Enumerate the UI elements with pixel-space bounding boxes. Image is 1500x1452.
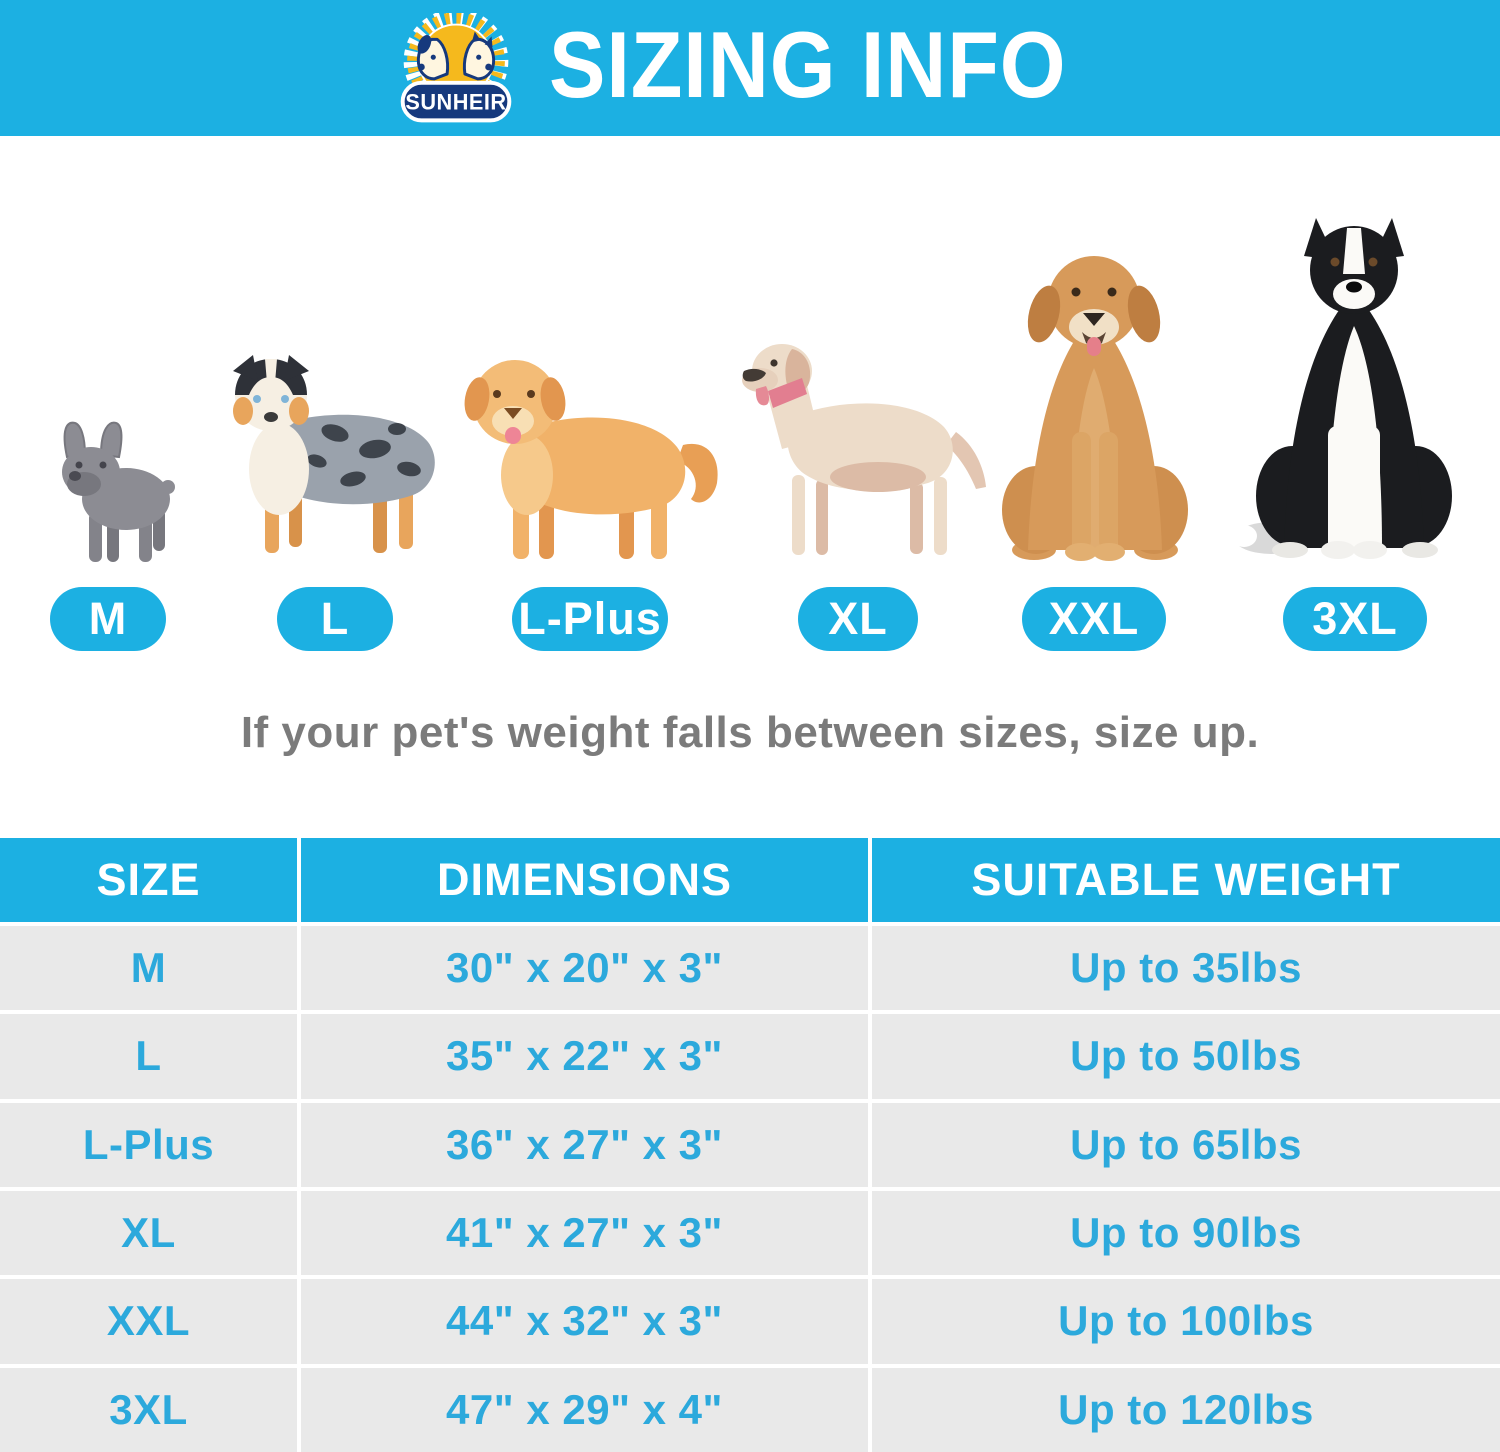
table-cell-dimensions: 36" x 27" x 3" [301, 1102, 868, 1187]
size-pill-m: M [50, 587, 166, 651]
size-pill-xxl: XXL [1022, 587, 1166, 651]
dog-illustration-french-bulldog [62, 421, 175, 562]
table-cell-dimensions: 41" x 27" x 3" [301, 1191, 868, 1276]
dog-illustration-labrador [742, 344, 986, 555]
table-cell-size: XL [0, 1191, 297, 1276]
table-cell-dimensions: 35" x 22" x 3" [301, 1014, 868, 1099]
brand-pill [400, 80, 511, 123]
table-cell-weight: Up to 90lbs [872, 1191, 1500, 1276]
table-cell-weight: Up to 100lbs [872, 1279, 1500, 1364]
table-cell-dimensions: 47" x 29" x 4" [301, 1367, 868, 1452]
brand-logo: SUNHEIR [400, 13, 511, 123]
table-cell-weight: Up to 35lbs [872, 926, 1500, 1011]
table-header-dimensions: DIMENSIONS [301, 838, 868, 922]
size-pill-3xl: 3XL [1283, 587, 1427, 651]
table-cell-dimensions: 44" x 32" x 3" [301, 1279, 868, 1364]
table-header-size: SIZE [0, 838, 297, 922]
page-title: SIZING INFO [548, 12, 1066, 117]
size-pill-xl: XL [798, 587, 918, 651]
table-cell-weight: Up to 50lbs [872, 1014, 1500, 1099]
dog-illustration-golden-retriever-sitting [1002, 256, 1188, 561]
sizing-note: If your pet's weight falls between sizes… [240, 708, 1260, 757]
table-cell-size: XXL [0, 1279, 297, 1364]
table-cell-weight: Up to 65lbs [872, 1102, 1500, 1187]
table-cell-weight: Up to 120lbs [872, 1367, 1500, 1452]
size-pill-l: L [277, 587, 393, 651]
table-cell-size: L-Plus [0, 1102, 297, 1187]
dog-illustration-border-collie-sitting [1231, 218, 1452, 559]
dog-illustration-golden-retriever-cartoon [464, 360, 718, 559]
table-cell-dimensions: 30" x 20" x 3" [301, 926, 868, 1011]
table-cell-size: 3XL [0, 1367, 297, 1452]
table-cell-size: L [0, 1014, 297, 1099]
brand-name: SUNHEIR [405, 89, 506, 114]
dog-illustration-australian-shepherd [233, 355, 435, 553]
cat-head-icon [462, 31, 495, 81]
size-table: SIZE DIMENSIONS SUITABLE WEIGHT M 30" x … [0, 838, 1500, 1452]
header-banner: SUNHEIR SIZING INFO [0, 0, 1500, 136]
dog-head-icon [416, 35, 449, 81]
size-pill-lplus: L-Plus [512, 587, 668, 651]
table-header-weight: SUITABLE WEIGHT [872, 838, 1500, 922]
table-cell-size: M [0, 926, 297, 1011]
